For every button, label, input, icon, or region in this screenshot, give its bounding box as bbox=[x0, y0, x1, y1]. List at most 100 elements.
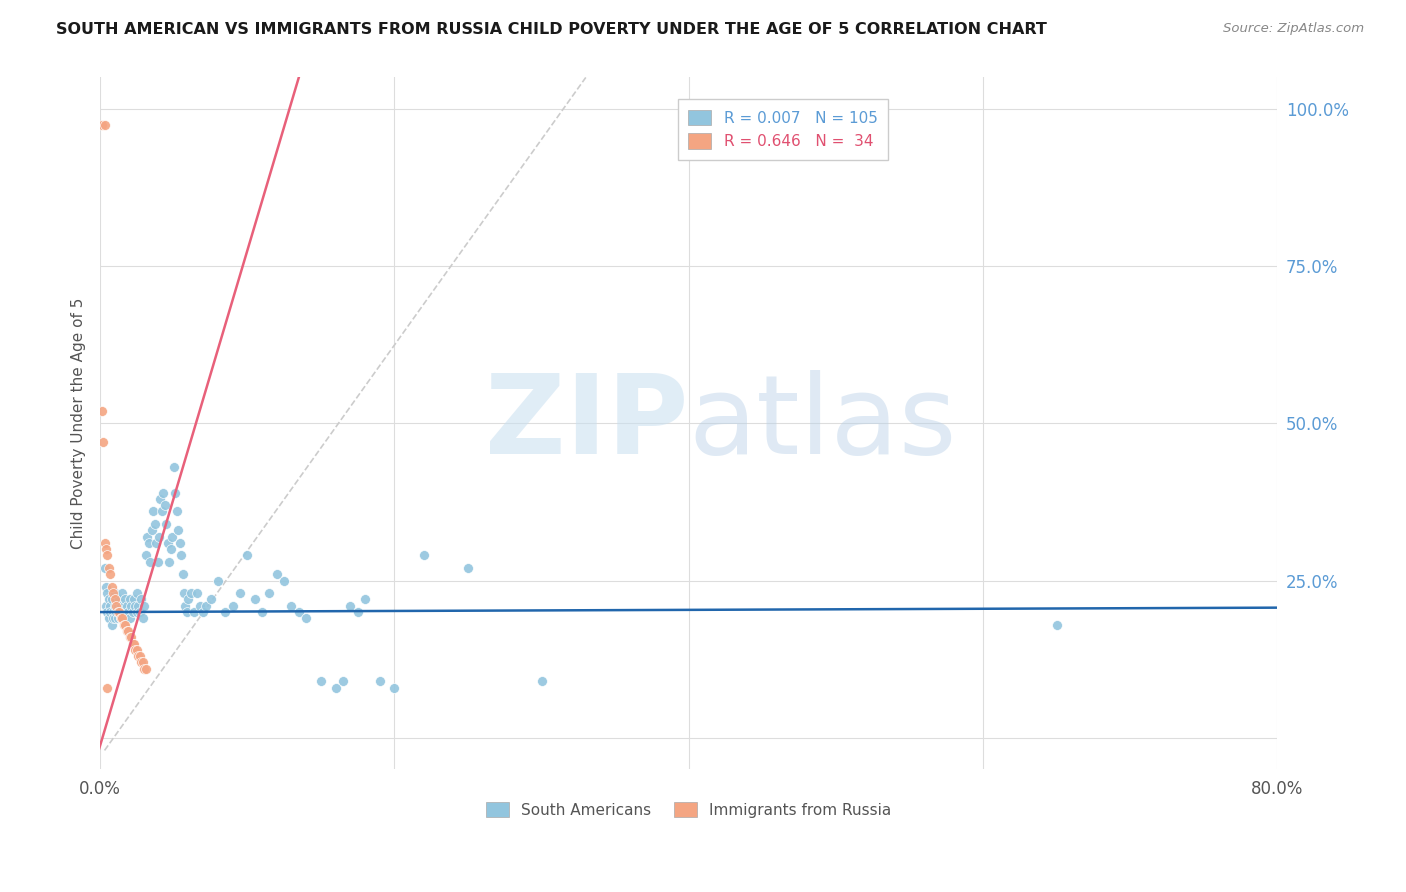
Point bbox=[266, 567, 288, 582]
Point bbox=[146, 555, 169, 569]
Point bbox=[112, 617, 135, 632]
Point bbox=[101, 592, 124, 607]
Point bbox=[125, 642, 148, 657]
Text: atlas: atlas bbox=[689, 370, 957, 477]
Y-axis label: Child Poverty Under the Age of 5: Child Poverty Under the Age of 5 bbox=[72, 298, 86, 549]
Point bbox=[295, 611, 318, 625]
Point bbox=[166, 504, 188, 518]
Point bbox=[100, 567, 122, 582]
Point bbox=[111, 611, 134, 625]
Point bbox=[138, 536, 160, 550]
Point bbox=[236, 549, 259, 563]
Point bbox=[114, 617, 136, 632]
Point bbox=[110, 599, 132, 613]
Point bbox=[136, 530, 159, 544]
Point bbox=[128, 649, 150, 664]
Point bbox=[127, 599, 149, 613]
Point bbox=[110, 611, 132, 625]
Point bbox=[128, 605, 150, 619]
Point bbox=[114, 592, 136, 607]
Point bbox=[103, 611, 125, 625]
Point bbox=[229, 586, 252, 600]
Point bbox=[191, 605, 214, 619]
Point bbox=[96, 681, 118, 695]
Point bbox=[530, 674, 553, 689]
Point bbox=[104, 586, 127, 600]
Point bbox=[157, 555, 180, 569]
Point bbox=[259, 586, 281, 600]
Text: Source: ZipAtlas.com: Source: ZipAtlas.com bbox=[1223, 22, 1364, 36]
Point bbox=[91, 435, 114, 450]
Point bbox=[114, 605, 136, 619]
Point bbox=[117, 605, 139, 619]
Point bbox=[125, 586, 148, 600]
Point bbox=[159, 542, 181, 557]
Legend: South Americans, Immigrants from Russia: South Americans, Immigrants from Russia bbox=[479, 796, 897, 824]
Point bbox=[153, 498, 176, 512]
Point bbox=[176, 605, 198, 619]
Point bbox=[115, 624, 138, 638]
Point bbox=[101, 617, 124, 632]
Point bbox=[142, 504, 165, 518]
Point bbox=[97, 611, 120, 625]
Point bbox=[118, 592, 141, 607]
Point bbox=[368, 674, 391, 689]
Point bbox=[273, 574, 295, 588]
Point bbox=[173, 586, 195, 600]
Point bbox=[163, 460, 186, 475]
Point bbox=[104, 611, 127, 625]
Point bbox=[97, 561, 120, 575]
Point bbox=[121, 636, 143, 650]
Point bbox=[127, 649, 149, 664]
Point bbox=[111, 586, 134, 600]
Point bbox=[172, 567, 194, 582]
Text: ZIP: ZIP bbox=[485, 370, 689, 477]
Point bbox=[124, 642, 146, 657]
Point bbox=[243, 592, 266, 607]
Point bbox=[111, 605, 134, 619]
Point bbox=[105, 599, 128, 613]
Point bbox=[183, 605, 205, 619]
Point bbox=[150, 504, 173, 518]
Point bbox=[139, 555, 162, 569]
Point bbox=[96, 605, 118, 619]
Point bbox=[94, 580, 117, 594]
Point bbox=[346, 605, 368, 619]
Point bbox=[162, 530, 184, 544]
Point bbox=[188, 599, 211, 613]
Point bbox=[115, 599, 138, 613]
Point bbox=[250, 605, 273, 619]
Point bbox=[96, 586, 118, 600]
Point bbox=[94, 599, 117, 613]
Point bbox=[90, 404, 112, 418]
Point bbox=[97, 592, 120, 607]
Point bbox=[280, 599, 302, 613]
Point bbox=[165, 485, 187, 500]
Point bbox=[288, 605, 311, 619]
Point bbox=[384, 681, 406, 695]
Point bbox=[134, 599, 156, 613]
Point bbox=[134, 662, 156, 676]
Text: SOUTH AMERICAN VS IMMIGRANTS FROM RUSSIA CHILD POVERTY UNDER THE AGE OF 5 CORREL: SOUTH AMERICAN VS IMMIGRANTS FROM RUSSIA… bbox=[56, 22, 1047, 37]
Point bbox=[141, 524, 163, 538]
Point bbox=[221, 599, 243, 613]
Point bbox=[135, 549, 157, 563]
Point bbox=[93, 536, 115, 550]
Point bbox=[105, 605, 128, 619]
Point bbox=[177, 592, 200, 607]
Point bbox=[149, 491, 172, 506]
Point bbox=[122, 636, 145, 650]
Point bbox=[112, 599, 135, 613]
Point bbox=[96, 549, 118, 563]
Point bbox=[145, 536, 167, 550]
Point bbox=[132, 611, 155, 625]
Point bbox=[100, 605, 122, 619]
Point bbox=[354, 592, 377, 607]
Point bbox=[117, 624, 139, 638]
Point bbox=[107, 605, 129, 619]
Point bbox=[108, 592, 131, 607]
Point bbox=[207, 574, 229, 588]
Point bbox=[105, 592, 128, 607]
Point bbox=[112, 611, 135, 625]
Point bbox=[214, 605, 236, 619]
